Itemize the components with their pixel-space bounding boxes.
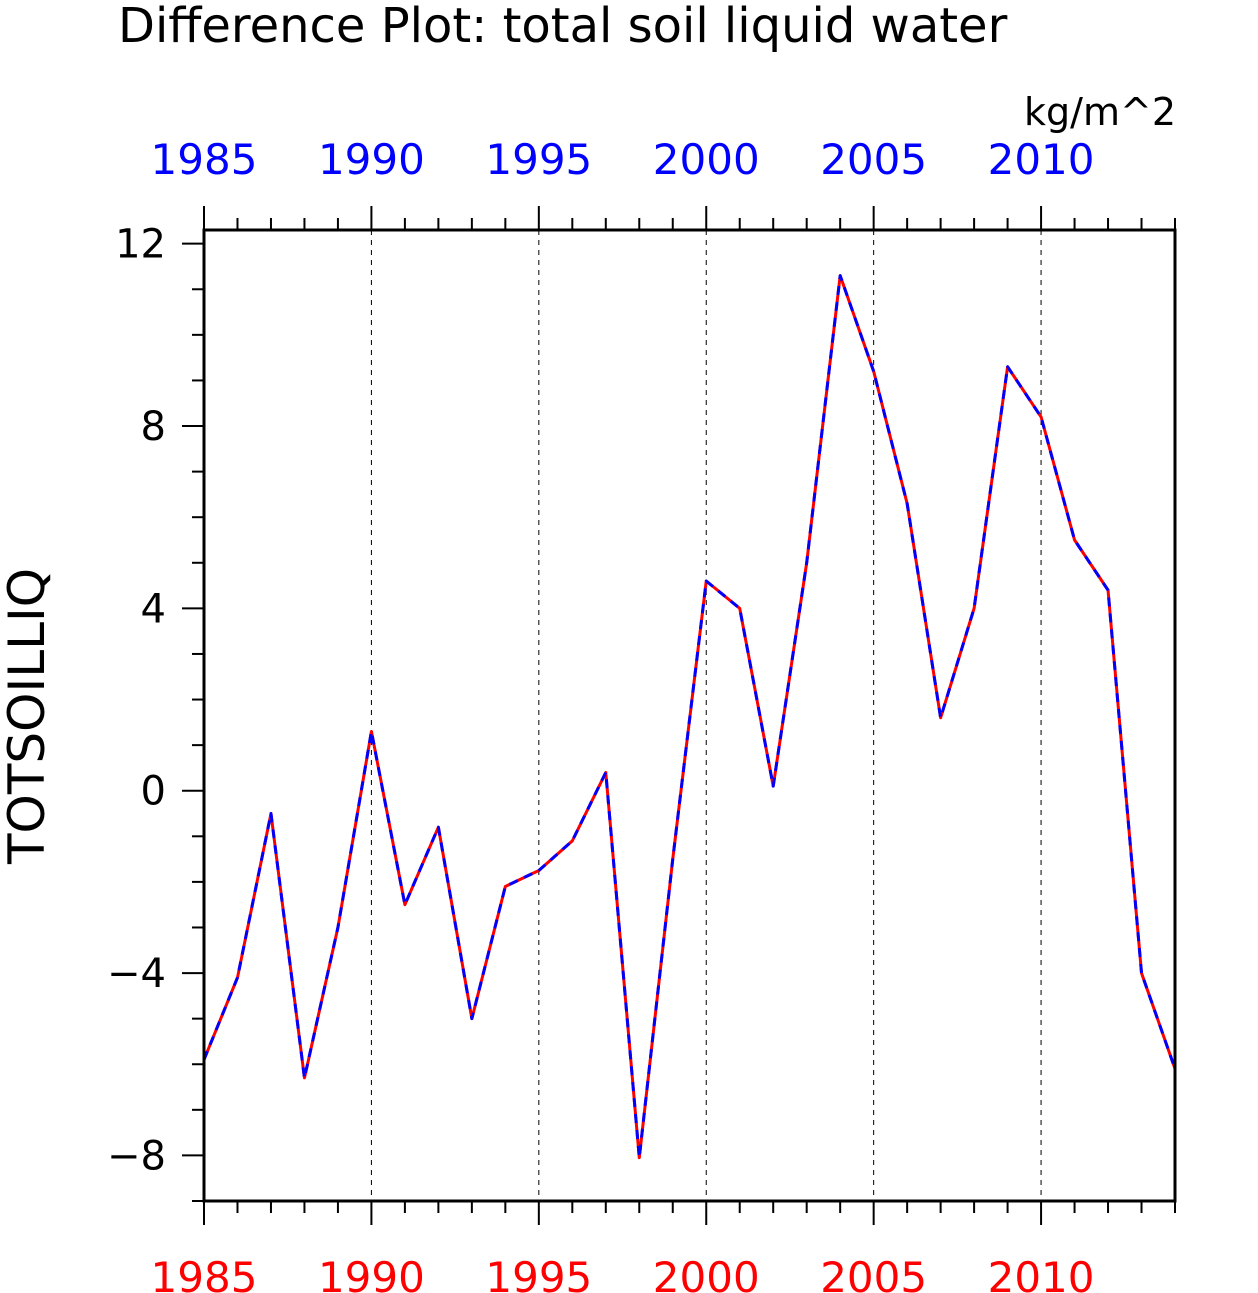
y-tick-label: 4 bbox=[141, 586, 166, 632]
x-tick-label-bottom: 1995 bbox=[485, 1253, 592, 1293]
x-tick-label-top: 1985 bbox=[151, 135, 258, 184]
grid-lines bbox=[370, 230, 1042, 1201]
y-tick-label: −8 bbox=[107, 1133, 166, 1179]
series-line-2 bbox=[202, 274, 1177, 1160]
x-tick-label-bottom: 2005 bbox=[820, 1253, 927, 1293]
y-tick-label: 8 bbox=[141, 404, 166, 450]
x-tick-labels-bottom: 1985 1990 1995 2000 2005 2010 bbox=[151, 1253, 1095, 1293]
x-tick-label-top: 1995 bbox=[485, 135, 592, 184]
y-tick-labels: −8 −4 0 4 8 12 bbox=[107, 222, 166, 1180]
axis-ticks bbox=[182, 206, 1176, 1225]
x-tick-label-bottom: 2010 bbox=[988, 1253, 1095, 1293]
units-label: kg/m^2 bbox=[1024, 90, 1176, 134]
x-tick-label-bottom: 2000 bbox=[653, 1253, 760, 1293]
x-tick-label-bottom: 1985 bbox=[151, 1253, 258, 1293]
plot-frame bbox=[202, 228, 1177, 1203]
x-tick-label-top: 2010 bbox=[988, 135, 1095, 184]
y-tick-label: 12 bbox=[115, 222, 166, 268]
x-tick-label-bottom: 1990 bbox=[318, 1253, 425, 1293]
series-lines bbox=[202, 274, 1177, 1160]
x-tick-label-top: 2000 bbox=[653, 135, 760, 184]
chart-title: Difference Plot: total soil liquid water bbox=[118, 0, 1008, 54]
y-tick-label: −4 bbox=[107, 951, 166, 997]
y-tick-label: 0 bbox=[141, 769, 166, 815]
x-tick-labels-top: 1985 1990 1995 2000 2005 2010 bbox=[151, 135, 1095, 184]
x-tick-label-top: 2005 bbox=[820, 135, 927, 184]
x-tick-label-top: 1990 bbox=[318, 135, 425, 184]
y-axis-label: TOTSOILLIQ bbox=[0, 568, 56, 865]
